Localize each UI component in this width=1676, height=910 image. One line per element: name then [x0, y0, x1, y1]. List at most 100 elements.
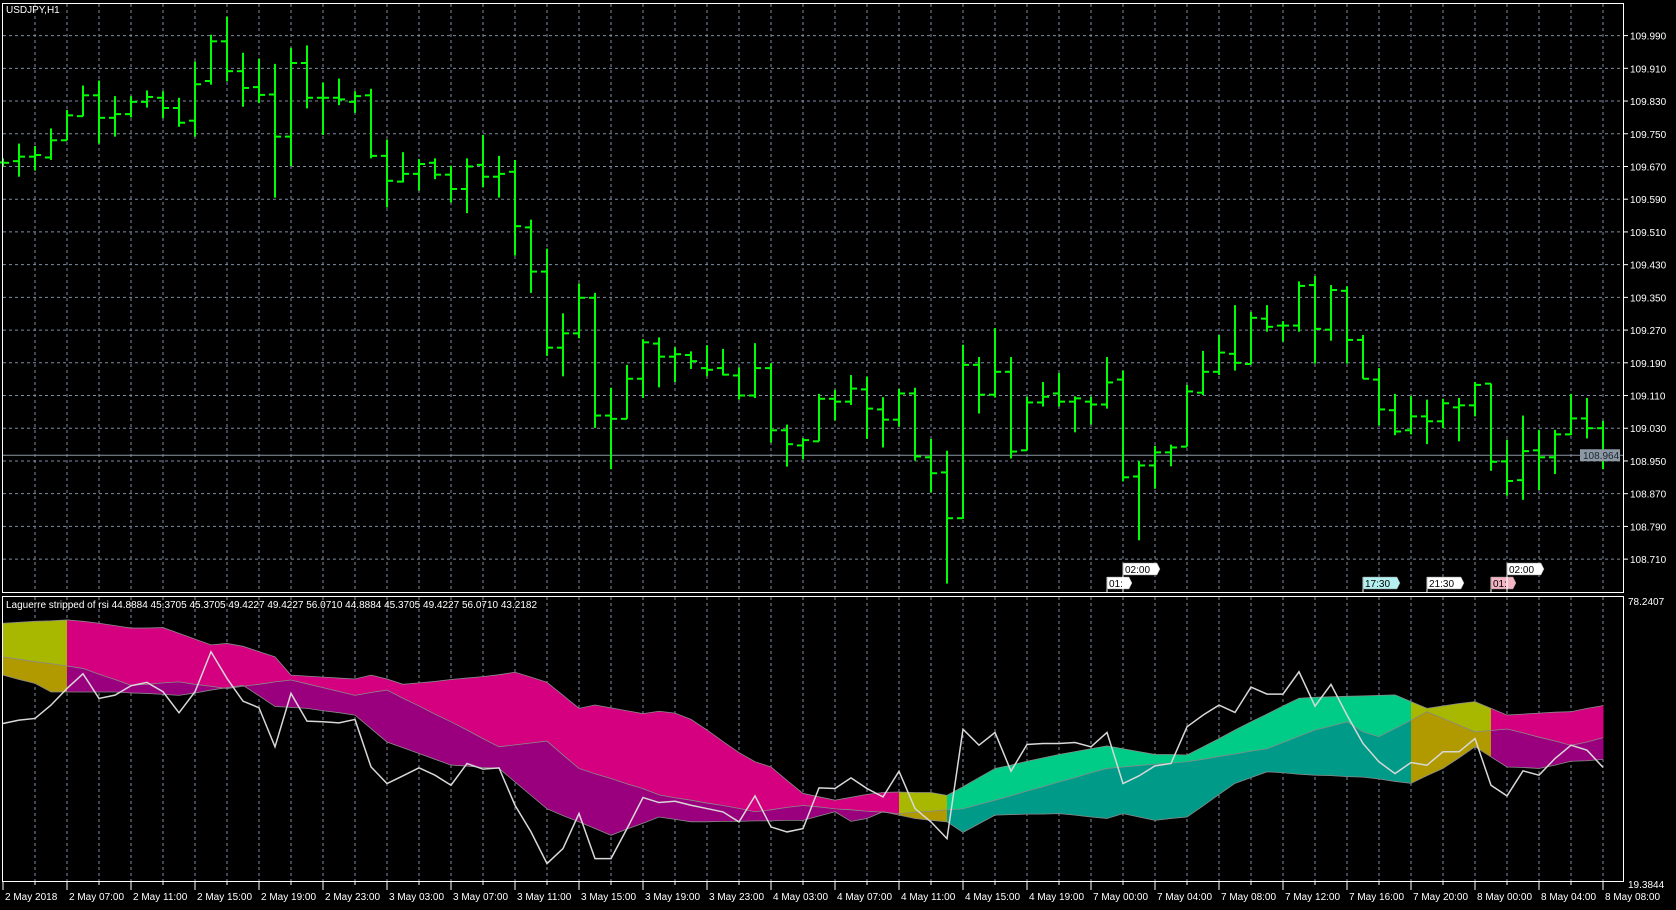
time-tick-label: 7 May 08:00 [1221, 892, 1276, 903]
cloud-lower-segment [1171, 761, 1188, 819]
event-flag [1490, 576, 1517, 590]
ohlc-bar [93, 80, 105, 144]
cloud-lower-segment [1395, 720, 1412, 784]
event-flag [1122, 562, 1161, 576]
cloud-lower-segment [419, 705, 436, 760]
ohlc-bar [829, 389, 841, 421]
cloud-upper-segment [707, 729, 724, 806]
cloud-upper-segment [1507, 714, 1524, 733]
cloud-upper-segment [243, 646, 260, 687]
cloud-upper-segment [723, 741, 740, 809]
time-tick-label: 4 May 03:00 [773, 892, 828, 903]
cloud-upper-segment [595, 704, 612, 779]
ohlc-bar [157, 91, 169, 119]
rsi-line [2, 650, 1604, 865]
cloud-upper-segment [1411, 701, 1428, 721]
ohlc-bar [445, 165, 457, 203]
ohlc-bar [1101, 357, 1113, 409]
ohlc-bar [605, 387, 617, 470]
ohlc-bar [285, 47, 297, 167]
ohlc-bar [125, 96, 137, 118]
cloud-upper-segment [387, 679, 404, 699]
cloud-upper-segment [451, 678, 468, 730]
time-tick-label: 2 May 2018 [5, 892, 58, 903]
cloud-lower-segment [371, 690, 388, 743]
cloud-lower-segment [259, 681, 276, 707]
cloud-lower-segment [275, 679, 292, 708]
ohlc-bar [925, 438, 937, 493]
time-tick-label: 2 May 23:00 [325, 892, 380, 903]
middle-line [2, 656, 1604, 815]
event-marker: 02:00 [1506, 562, 1545, 592]
cloud-upper-segment [547, 682, 564, 755]
cloud-lower-segment [1459, 725, 1476, 758]
cloud-upper-segment [659, 711, 676, 798]
cloud-lower-segment [1475, 730, 1492, 757]
current-price-badge [1580, 449, 1620, 462]
ohlc-bar [397, 152, 409, 183]
ohlc-bar [973, 357, 985, 414]
ohlc-bar [45, 128, 57, 160]
ohlc-bar [349, 91, 361, 113]
cloud-upper-segment [1011, 761, 1028, 796]
cloud-upper-segment [3, 622, 20, 660]
cloud-upper-segment [979, 768, 996, 805]
time-tick-label: 4 May 19:00 [1029, 892, 1084, 903]
ohlc-bar [1229, 305, 1241, 371]
ohlc-bar [1437, 398, 1449, 429]
ohlc-bar [237, 52, 249, 107]
cloud-lower-segment [67, 666, 84, 692]
event-flag [1106, 576, 1133, 590]
time-tick-label: 4 May 11:00 [901, 892, 956, 903]
price-tick-label: 109.830 [1630, 97, 1667, 108]
cloud-lower-segment [1443, 718, 1460, 769]
ohlc-bar [301, 45, 313, 109]
ohlc-bar [1341, 286, 1353, 364]
cloud-upper-segment [1027, 757, 1044, 792]
time-tick-label: 7 May 20:00 [1413, 892, 1468, 903]
cloud-upper-segment [1299, 697, 1316, 737]
ohlc-bar [1533, 429, 1545, 490]
cloud-upper-segment [931, 792, 948, 812]
indicator-title: Laguerre stripped of rsi 44.8884 45.3705… [6, 600, 537, 611]
cloud-lower-segment [83, 668, 100, 692]
cloud-upper-segment [1043, 754, 1060, 787]
time-tick-label: 3 May 07:00 [453, 892, 508, 903]
event-marker: 02:00 [1122, 562, 1161, 592]
cloud-lower-segment [483, 738, 500, 769]
ohlc-bar [861, 376, 873, 439]
event-marker: 21:30 [1426, 576, 1465, 592]
symbol-title: USDJPY,H1 [6, 5, 60, 16]
indicator-pane-frame [2, 596, 1624, 882]
cloud-upper-segment [995, 765, 1012, 801]
time-tick-label: 2 May 15:00 [197, 892, 252, 903]
ohlc-bar [61, 110, 73, 142]
event-marker: 01: [1106, 576, 1133, 592]
price-tick-label: 108.710 [1630, 555, 1667, 566]
ohlc-bar [1325, 285, 1337, 341]
cloud-upper-segment [787, 780, 804, 808]
indicator-min-label: 19.3844 [1628, 880, 1665, 891]
indicator-pane [2, 619, 1604, 865]
cloud-upper-segment [195, 639, 212, 687]
price-tick-label: 108.870 [1630, 490, 1667, 501]
cloud-lower-segment [1331, 721, 1348, 777]
cloud-upper-segment [1251, 714, 1268, 752]
cloud-upper-segment [227, 643, 244, 689]
cloud-upper-segment [371, 675, 388, 693]
ohlc-bar [1469, 382, 1481, 417]
cloud-lower-segment [707, 803, 724, 822]
cloud-upper-segment [35, 620, 52, 664]
cloud-upper-segment [1187, 746, 1204, 762]
time-tick-label: 3 May 23:00 [709, 892, 764, 903]
cloud-lower-segment [243, 684, 260, 696]
cloud-lower-segment [1251, 748, 1268, 778]
ohlc-bar [1261, 305, 1273, 332]
ohlc-bar [221, 16, 233, 82]
price-tick-label: 109.990 [1630, 32, 1667, 43]
cloud-lower-segment [307, 683, 324, 711]
cloud-lower-segment [1187, 759, 1204, 818]
time-tick-label: 3 May 15:00 [581, 892, 636, 903]
price-tick-label: 109.750 [1630, 130, 1667, 141]
